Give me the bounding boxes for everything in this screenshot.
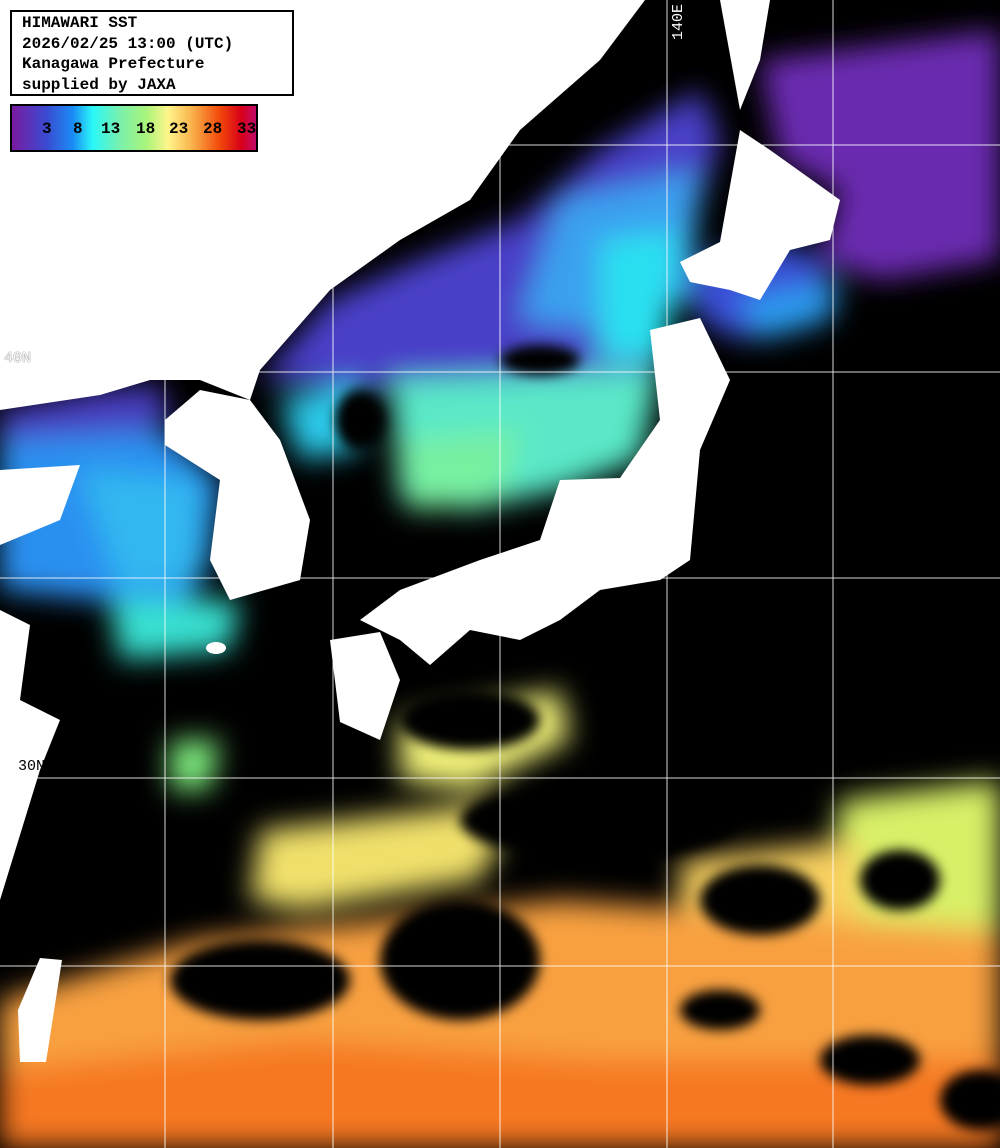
colorbar-tick: 18	[136, 120, 156, 138]
colorbar-tick: 3	[42, 120, 52, 138]
land-kyushu	[330, 632, 400, 740]
colorbar-tick: 33	[237, 120, 257, 138]
land-island	[206, 642, 226, 654]
title-box: HIMAWARI SST 2026/02/25 13:00 (UTC) Kana…	[10, 10, 294, 96]
colorbar-tick: 23	[169, 120, 189, 138]
land-korea	[165, 390, 310, 600]
credit: supplied by JAXA	[22, 75, 176, 94]
colorbar-tick: 8	[73, 120, 83, 138]
prefecture: Kanagawa Prefecture	[22, 55, 205, 73]
land-shandong	[0, 465, 80, 545]
land-china-coast	[0, 610, 60, 900]
land-hokkaido	[680, 130, 840, 300]
lon-label-140e: 140E	[670, 4, 687, 41]
lat-label-30n: 30N	[18, 758, 46, 775]
land-sakhalin	[720, 0, 770, 110]
timestamp: 2026/02/25 13:00 (UTC)	[22, 34, 234, 53]
land-island	[398, 130, 426, 166]
colorbar-tick: 13	[101, 120, 121, 138]
land-taiwan	[18, 958, 62, 1062]
product-title: HIMAWARI SST	[22, 14, 138, 32]
colorbar: 3 8 13 18 23 28 33	[10, 104, 258, 152]
lat-label-40n: 40N	[4, 350, 32, 367]
colorbar-tick: 28	[203, 120, 223, 138]
land-asia-mainland	[0, 0, 645, 410]
